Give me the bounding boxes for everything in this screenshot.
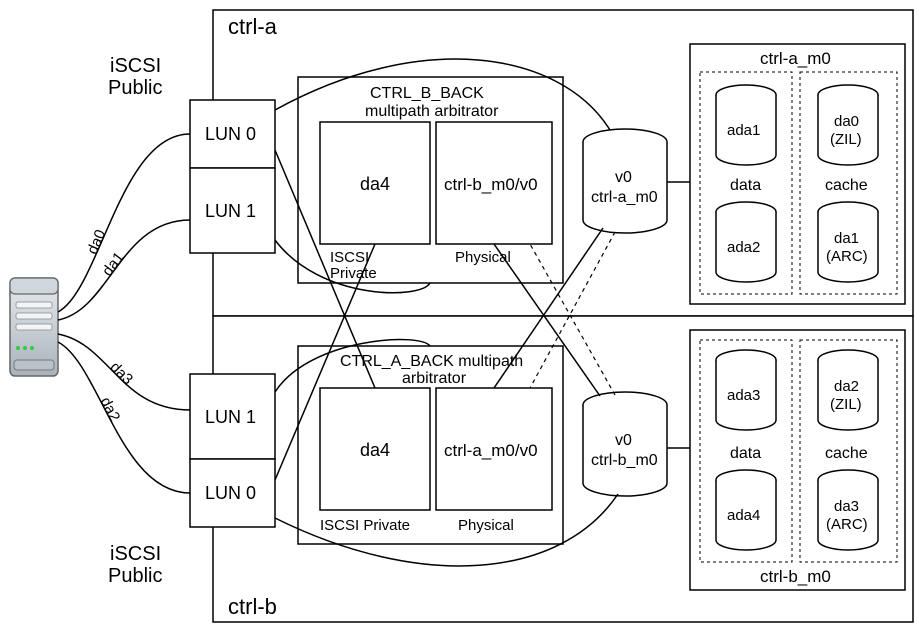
iscsi-public-a-2: Public bbox=[108, 77, 162, 99]
pool-a-data-label: data bbox=[730, 177, 761, 194]
pool-a-cache-label: cache bbox=[825, 177, 868, 194]
arb-a-title1: CTRL_B_BACK bbox=[370, 85, 484, 102]
arb-a-title2: multipath arbitrator bbox=[365, 103, 499, 120]
arb-a-left-cap2: Private bbox=[330, 265, 377, 282]
server-icon bbox=[10, 278, 58, 376]
iscsi-public-b-1: iSCSI bbox=[110, 543, 161, 565]
svg-text:ada3: ada3 bbox=[727, 387, 760, 404]
pool-b-cache-label: cache bbox=[825, 445, 868, 462]
disk-da2-zil: da2 (ZIL) bbox=[818, 350, 878, 430]
arb-a-right-cap: Physical bbox=[455, 249, 511, 266]
pool-a-title: ctrl-a_m0 bbox=[760, 49, 831, 68]
arb-b-title2: arbitrator bbox=[402, 370, 467, 387]
disk-ada3: ada3 bbox=[716, 350, 776, 430]
svg-text:da3: da3 bbox=[834, 498, 859, 515]
svg-text:da1: da1 bbox=[834, 230, 859, 247]
vol-a-cylinder: v0 ctrl-a_m0 bbox=[583, 129, 667, 233]
pool-b-title: ctrl-b_m0 bbox=[760, 567, 831, 586]
svg-text:da2: da2 bbox=[834, 378, 859, 395]
arb-b-title1: CTRL_A_BACK multipath bbox=[340, 353, 523, 370]
edge-label-da3: da3 bbox=[107, 359, 137, 389]
svg-text:ctrl-b_m0: ctrl-b_m0 bbox=[591, 452, 658, 469]
disk-ada1: ada1 bbox=[716, 85, 776, 165]
arb-b-left-cap: ISCSI Private bbox=[320, 517, 410, 534]
lun-b-1-label: LUN 1 bbox=[205, 407, 256, 427]
edge-da1 bbox=[58, 220, 190, 320]
svg-text:(ZIL): (ZIL) bbox=[830, 396, 862, 413]
svg-text:ada1: ada1 bbox=[727, 122, 760, 139]
svg-text:(ARC): (ARC) bbox=[826, 516, 868, 533]
disk-ada2: ada2 bbox=[716, 202, 776, 282]
svg-text:(ARC): (ARC) bbox=[826, 248, 868, 265]
iscsi-public-a-1: iSCSI bbox=[110, 55, 161, 77]
lun-a-1-label: LUN 1 bbox=[205, 201, 256, 221]
arb-a-right-label: ctrl-b_m0/v0 bbox=[444, 175, 538, 194]
arb-a-left-label: da4 bbox=[360, 174, 390, 194]
lun-b-0-label: LUN 0 bbox=[205, 483, 256, 503]
vol-b-cylinder: v0 ctrl-b_m0 bbox=[583, 392, 667, 496]
edge-label-da2: da2 bbox=[97, 394, 124, 424]
svg-text:ada2: ada2 bbox=[727, 239, 760, 256]
arb-b-left-label: da4 bbox=[360, 440, 390, 460]
svg-text:ada4: ada4 bbox=[727, 507, 760, 524]
edge-label-da1: da1 bbox=[99, 249, 128, 279]
arb-b-right-cap: Physical bbox=[458, 517, 514, 534]
ctrl-a-title: ctrl-a bbox=[228, 14, 278, 39]
disk-ada4: ada4 bbox=[716, 470, 776, 550]
lun-a-0-label: LUN 0 bbox=[205, 124, 256, 144]
pool-b-data-label: data bbox=[730, 445, 761, 462]
svg-text:da0: da0 bbox=[834, 113, 859, 130]
svg-text:(ZIL): (ZIL) bbox=[830, 131, 862, 148]
svg-text:v0: v0 bbox=[615, 432, 632, 449]
ctrl-b-title: ctrl-b bbox=[228, 594, 277, 619]
disk-da0-zil: da0 (ZIL) bbox=[818, 85, 878, 165]
arb-b-right-label: ctrl-a_m0/v0 bbox=[444, 441, 538, 460]
svg-text:ctrl-a_m0: ctrl-a_m0 bbox=[591, 189, 658, 206]
disk-da3-arc: da3 (ARC) bbox=[818, 470, 878, 550]
disk-da1-arc: da1 (ARC) bbox=[818, 202, 878, 282]
arb-a-left-cap: ISCSI bbox=[330, 249, 369, 266]
svg-text:v0: v0 bbox=[615, 169, 632, 186]
iscsi-public-b-2: Public bbox=[108, 565, 162, 587]
